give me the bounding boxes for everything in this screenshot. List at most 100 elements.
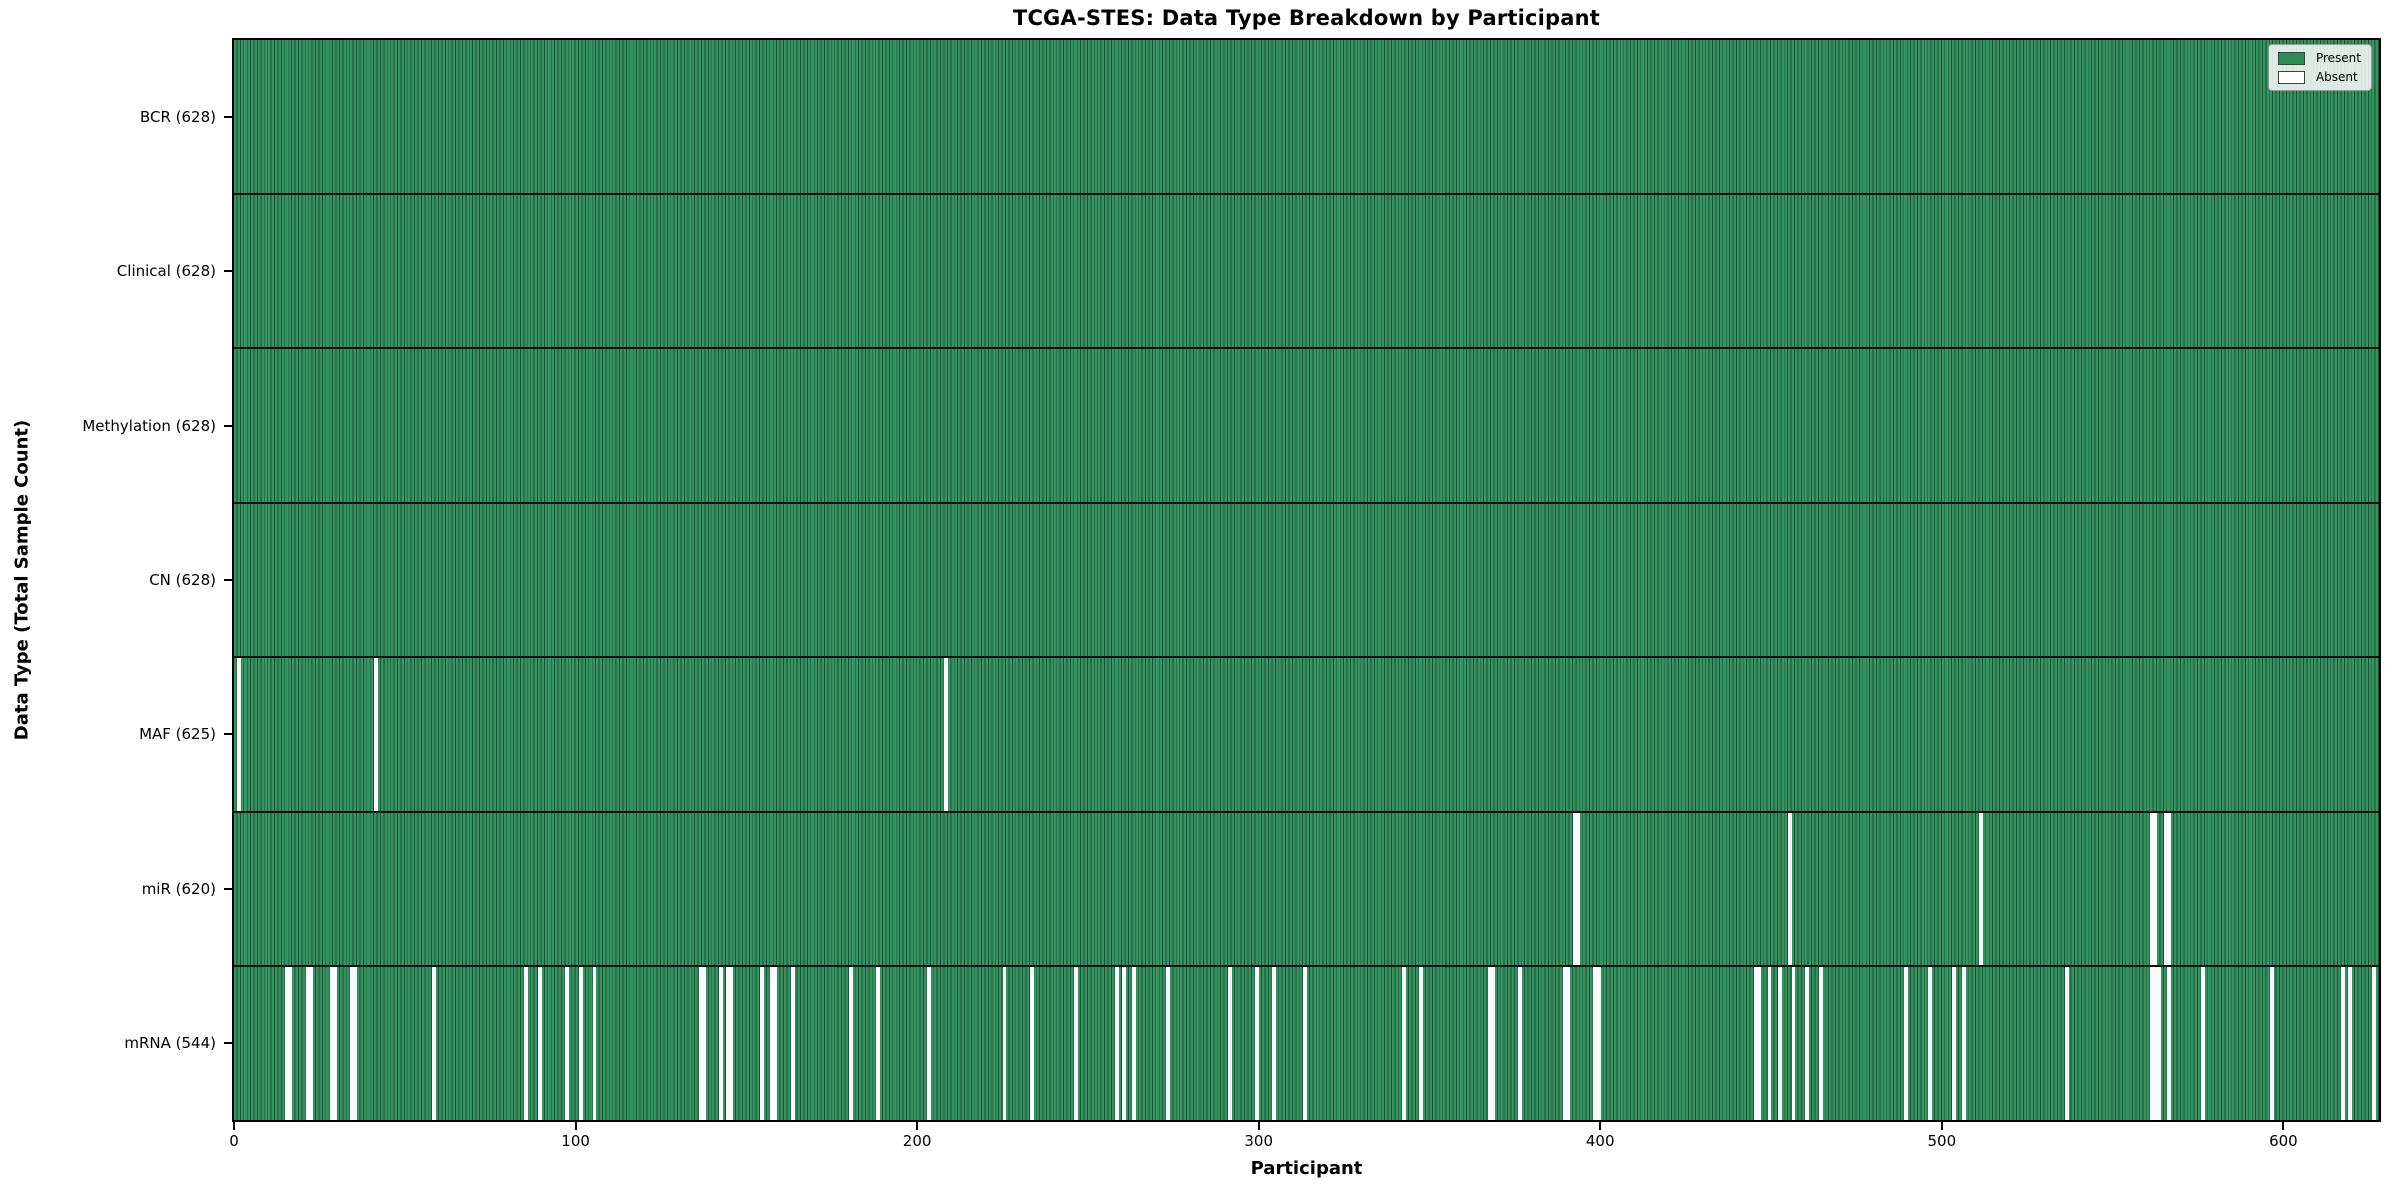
absent-gap bbox=[725, 967, 730, 1121]
x-tick-mark bbox=[1599, 1122, 1602, 1130]
absent-gap bbox=[1272, 967, 1277, 1121]
absent-gap bbox=[285, 967, 290, 1121]
x-tick-mark bbox=[233, 1122, 235, 1130]
x-tick-label-200: 200 bbox=[902, 1132, 932, 1150]
y-tick-label-mRNA: mRNA (544) bbox=[124, 1033, 216, 1052]
absent-gap bbox=[1303, 967, 1307, 1121]
absent-gap bbox=[1904, 967, 1909, 1121]
y-tick-mark bbox=[224, 579, 232, 581]
matrix-row-Methylation bbox=[234, 349, 2379, 504]
absent-gap bbox=[1791, 967, 1796, 1121]
absent-gap bbox=[2150, 812, 2154, 966]
absent-gap bbox=[1572, 812, 1577, 966]
matrix-row-MAF bbox=[234, 658, 2379, 813]
matrix-row-CN bbox=[234, 503, 2379, 659]
absent-gap bbox=[1227, 967, 1232, 1121]
absent-gap bbox=[2201, 967, 2206, 1121]
absent-gap bbox=[1566, 967, 1570, 1121]
y-tick-mark bbox=[224, 887, 232, 890]
absent-gap bbox=[1419, 967, 1424, 1121]
legend-item-present: Present bbox=[2277, 51, 2361, 65]
absent-gap bbox=[1166, 967, 1171, 1121]
absent-gap bbox=[1562, 967, 1567, 1121]
absent-gap bbox=[305, 967, 310, 1121]
absent-gap bbox=[1029, 967, 1034, 1121]
absent-gap bbox=[2348, 967, 2353, 1121]
matrix-row-Clinical bbox=[234, 194, 2379, 350]
y-tick-label-miR: miR (620) bbox=[141, 879, 216, 898]
absent-gap bbox=[1777, 967, 1782, 1121]
absent-gap bbox=[2156, 967, 2161, 1121]
absent-gap bbox=[2341, 967, 2346, 1121]
absent-gap bbox=[1788, 812, 1792, 966]
absent-gap bbox=[2269, 967, 2274, 1121]
y-tick-label-CN: CN (628) bbox=[149, 571, 216, 589]
x-tick-mark bbox=[574, 1122, 577, 1130]
absent-swatch-icon bbox=[2277, 70, 2305, 84]
absent-gap bbox=[353, 967, 358, 1121]
absent-gap bbox=[770, 967, 775, 1121]
absent-gap bbox=[2167, 967, 2172, 1121]
x-tick-mark bbox=[916, 1122, 919, 1130]
absent-gap bbox=[944, 658, 949, 811]
absent-gap bbox=[773, 967, 778, 1121]
absent-gap bbox=[309, 967, 313, 1121]
matrix-row-mRNA bbox=[234, 967, 2379, 1121]
matrix-rows bbox=[234, 40, 2379, 1121]
absent-gap bbox=[524, 967, 529, 1121]
absent-gap bbox=[350, 967, 354, 1121]
x-tick-label-500: 500 bbox=[1927, 1132, 1957, 1150]
y-tick-mark bbox=[224, 424, 232, 427]
absent-gap bbox=[1518, 967, 1523, 1121]
absent-gap bbox=[1979, 812, 1984, 966]
absent-gap bbox=[2372, 967, 2376, 1121]
absent-gap bbox=[1122, 967, 1126, 1121]
absent-gap bbox=[432, 967, 436, 1121]
absent-gap bbox=[701, 967, 706, 1121]
matrix-row-BCR bbox=[234, 40, 2379, 195]
plot-area: Present Absent bbox=[232, 38, 2381, 1122]
absent-gap bbox=[2153, 812, 2158, 966]
y-tick-mark bbox=[224, 733, 232, 736]
absent-gap bbox=[1596, 967, 1601, 1121]
absent-gap bbox=[565, 967, 570, 1121]
matrix-row-miR bbox=[234, 812, 2379, 968]
y-tick-mark bbox=[224, 1041, 232, 1044]
absent-gap bbox=[1818, 967, 1823, 1121]
absent-gap bbox=[2167, 812, 2172, 966]
absent-gap bbox=[537, 967, 542, 1121]
x-tick-label-300: 300 bbox=[1244, 1132, 1274, 1150]
absent-gap bbox=[1952, 967, 1956, 1121]
legend-item-absent: Absent bbox=[2277, 70, 2361, 84]
absent-gap bbox=[1115, 967, 1120, 1121]
absent-gap bbox=[729, 967, 734, 1121]
absent-gap bbox=[329, 967, 334, 1121]
absent-gap bbox=[1593, 967, 1598, 1121]
absent-gap bbox=[848, 967, 853, 1121]
absent-gap bbox=[927, 967, 932, 1121]
present-swatch-icon bbox=[2277, 51, 2305, 65]
absent-gap bbox=[1002, 967, 1007, 1121]
x-tick-label-600: 600 bbox=[2269, 1132, 2298, 1150]
y-tick-label-BCR: BCR (628) bbox=[139, 108, 216, 127]
absent-gap bbox=[1255, 967, 1260, 1121]
absent-gap bbox=[876, 967, 880, 1121]
absent-gap bbox=[2064, 967, 2069, 1121]
absent-gap bbox=[2153, 967, 2158, 1121]
legend-label-present: Present bbox=[2315, 51, 2361, 65]
x-tick-mark bbox=[1940, 1122, 1943, 1130]
absent-gap bbox=[374, 658, 378, 811]
y-tick-mark bbox=[224, 116, 232, 119]
x-tick-mark bbox=[1257, 1122, 1260, 1130]
x-tick-mark bbox=[2282, 1122, 2285, 1130]
y-tick-label-Methylation: Methylation (628) bbox=[82, 416, 216, 435]
absent-gap bbox=[698, 967, 703, 1121]
absent-gap bbox=[1074, 967, 1079, 1121]
x-tick-label-0: 0 bbox=[229, 1132, 239, 1150]
absent-gap bbox=[237, 658, 242, 811]
absent-gap bbox=[578, 967, 583, 1121]
absent-gap bbox=[288, 967, 293, 1121]
legend: Present Absent bbox=[2267, 44, 2372, 91]
x-tick-label-400: 400 bbox=[1585, 1132, 1615, 1150]
